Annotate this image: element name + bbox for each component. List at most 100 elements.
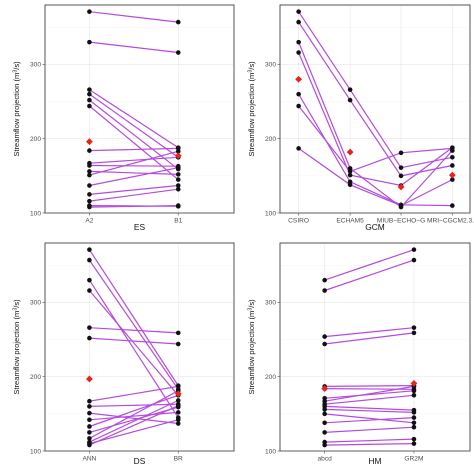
mean-marker bbox=[321, 385, 329, 392]
data-point bbox=[87, 183, 92, 188]
mean-marker bbox=[410, 380, 418, 387]
data-point bbox=[296, 19, 301, 25]
data-point bbox=[175, 341, 181, 347]
y-tick-label: 200 bbox=[265, 136, 276, 143]
y-axis-title: Streamflow projection (m3/s) bbox=[247, 299, 256, 395]
series-line bbox=[298, 11, 453, 169]
series-line bbox=[89, 403, 179, 407]
x-tick-label: BR bbox=[174, 456, 183, 463]
data-point bbox=[87, 39, 92, 45]
data-point bbox=[322, 411, 327, 417]
data-point bbox=[450, 177, 455, 182]
data-point bbox=[450, 146, 455, 151]
data-point bbox=[87, 441, 92, 446]
data-point bbox=[347, 169, 353, 174]
data-point bbox=[175, 177, 181, 182]
y-tick-label: 300 bbox=[265, 300, 276, 307]
data-point bbox=[347, 172, 353, 178]
data-point bbox=[175, 183, 181, 188]
series-line bbox=[89, 337, 179, 345]
x-axis-title: ES bbox=[134, 222, 146, 232]
data-point bbox=[87, 148, 92, 153]
series-line bbox=[89, 385, 179, 402]
data-point bbox=[322, 430, 327, 435]
data-point bbox=[175, 398, 181, 403]
data-point bbox=[87, 325, 92, 330]
data-point bbox=[322, 442, 327, 448]
data-point bbox=[411, 392, 417, 398]
series-line bbox=[89, 188, 179, 202]
data-point bbox=[411, 388, 417, 394]
y-axis-title: Streamflow projection (m3/s) bbox=[12, 299, 21, 395]
series-line bbox=[89, 419, 179, 445]
mean-marker bbox=[295, 75, 303, 83]
data-point bbox=[175, 330, 181, 336]
data-point bbox=[175, 186, 181, 192]
y-tick-label: 100 bbox=[30, 210, 41, 217]
data-point bbox=[322, 341, 327, 347]
series-line bbox=[89, 394, 179, 428]
panel-gcm: 100 200 300 CSIRO ECHAM5 MIUB−ECHO−G MRI−CGCM2… bbox=[247, 4, 474, 232]
series-line bbox=[89, 11, 179, 23]
data-point bbox=[296, 39, 301, 45]
data-point bbox=[87, 398, 92, 404]
mean-marker bbox=[174, 390, 182, 398]
y-axis-title-main: Streamflow projection (m bbox=[12, 73, 21, 157]
data-point bbox=[87, 410, 92, 416]
series-line bbox=[89, 184, 179, 195]
data-point bbox=[398, 165, 404, 170]
data-point bbox=[411, 410, 417, 415]
data-point bbox=[87, 436, 92, 441]
data-point bbox=[87, 417, 92, 423]
plot-area bbox=[44, 4, 235, 214]
mean-marker bbox=[174, 152, 182, 160]
y-axis-title-tail: /s) bbox=[12, 61, 21, 70]
data-point bbox=[87, 163, 92, 168]
series-line bbox=[89, 105, 179, 181]
series-line bbox=[89, 405, 179, 446]
y-axis-title-sup: 3 bbox=[13, 308, 19, 311]
data-point bbox=[296, 103, 301, 109]
plot-area bbox=[279, 4, 471, 214]
series-line bbox=[298, 41, 453, 208]
x-tick-label: B1 bbox=[174, 218, 182, 225]
series-line bbox=[324, 438, 414, 443]
data-point bbox=[87, 192, 92, 197]
y-axis-title: Streamflow projection (m3/s) bbox=[12, 61, 21, 157]
series-line bbox=[324, 249, 415, 281]
data-point bbox=[411, 420, 417, 426]
y-tick-label: 200 bbox=[30, 374, 41, 381]
x-tick-label: MIUB−ECHO−G bbox=[377, 218, 425, 225]
series-line bbox=[324, 327, 414, 338]
data-point bbox=[450, 203, 455, 208]
y-tick-label: 200 bbox=[265, 374, 276, 381]
y-tick-label: 200 bbox=[30, 136, 41, 143]
y-axis-title-sup: 3 bbox=[248, 308, 254, 311]
series-line bbox=[89, 41, 179, 54]
series-line bbox=[324, 426, 414, 433]
mean-marker bbox=[346, 148, 354, 156]
y-axis-title-main: Streamflow projection (m bbox=[247, 311, 256, 395]
data-point bbox=[87, 172, 92, 178]
series-line bbox=[89, 411, 179, 421]
series-line bbox=[88, 249, 179, 386]
series-line bbox=[324, 443, 414, 446]
series-line bbox=[324, 413, 414, 424]
y-axis-title-main: Streamflow projection (m bbox=[247, 73, 256, 157]
plot-area bbox=[44, 242, 235, 452]
mean-marker bbox=[86, 138, 93, 146]
data-point bbox=[322, 334, 327, 339]
x-tick-label: A2 bbox=[85, 218, 93, 225]
data-point bbox=[322, 420, 327, 426]
data-point bbox=[87, 9, 92, 14]
series-line bbox=[88, 259, 179, 390]
plot-area bbox=[279, 242, 471, 452]
series-line bbox=[324, 385, 414, 402]
series-line bbox=[298, 52, 453, 187]
data-point bbox=[411, 325, 417, 330]
data-point bbox=[398, 173, 404, 179]
data-point bbox=[411, 441, 417, 446]
data-point bbox=[87, 97, 92, 103]
series-line bbox=[89, 327, 179, 334]
